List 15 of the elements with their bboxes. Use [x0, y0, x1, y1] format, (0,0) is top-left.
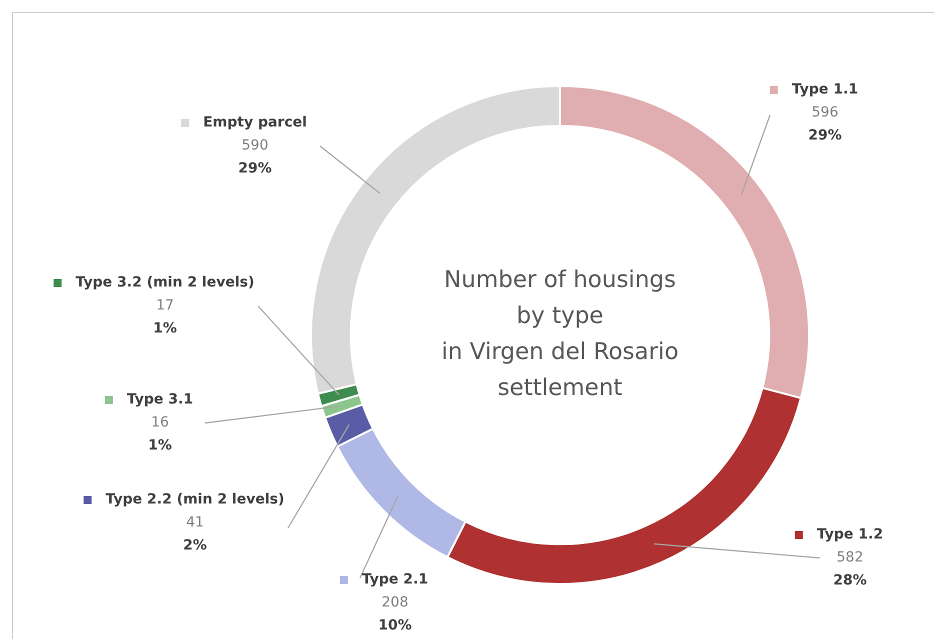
legend-label: Type 3.1 [126, 392, 194, 408]
data-label: 41 2% [183, 514, 207, 554]
legend-label: Type 1.2 [816, 526, 884, 543]
legend-label: Type 1.1 [792, 82, 858, 98]
text: Number of housings by type in Virgen del Rosario settlement [441, 266, 679, 401]
legend-label: Empty parcel [203, 114, 307, 131]
data-label: 17 1% [153, 298, 177, 337]
legend-label: Type 2.1 [362, 572, 428, 588]
data-label: 208 10% [378, 594, 412, 634]
legend-label: Type 2.2 (min 2 levels) [106, 492, 284, 508]
legend-label: Type 3.2 (min 2 levels) [76, 274, 254, 291]
data-label: 582 28% [833, 550, 867, 589]
data-label: 596 29% [808, 104, 842, 144]
data-label: 590 29% [238, 138, 272, 177]
data-label: 16 1% [148, 414, 172, 454]
